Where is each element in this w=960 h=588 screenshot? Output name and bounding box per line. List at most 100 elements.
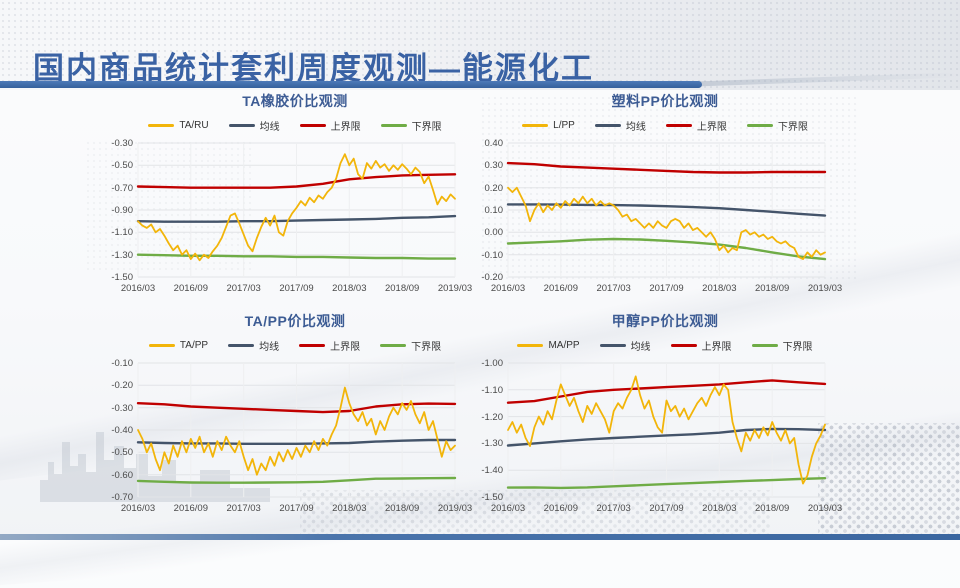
chart-title: TA橡胶价比观测 [242, 93, 348, 109]
legend-item: 上界限 [299, 118, 361, 133]
y-tick-label: -0.60 [111, 469, 133, 481]
series-line-TA/RU [137, 153, 456, 262]
legend-label: TA/RU [179, 120, 209, 131]
legend-swatch [380, 344, 407, 347]
y-tick-label: -0.40 [111, 425, 133, 436]
legend-item: TA/RU [148, 118, 209, 133]
legend-item: 上界限 [299, 338, 360, 353]
chart-legend: L/PP 均线 上界限 下界限 [455, 118, 875, 133]
y-tick-label: -0.90 [111, 205, 133, 216]
legend-swatch [517, 344, 544, 347]
x-tick-label: 2017/03 [226, 283, 261, 294]
series-line-下界限 [506, 237, 827, 261]
legend-label: 均线 [259, 122, 280, 133]
legend-label: 下界限 [411, 342, 442, 353]
y-tick-label: -1.50 [111, 272, 133, 283]
series-line-下界限 [136, 476, 457, 484]
y-tick-label: 0.00 [484, 227, 504, 239]
x-tick-label: 2016/03 [490, 283, 526, 294]
x-tick-label: 2017/03 [596, 283, 631, 294]
series-line-上界限 [506, 379, 827, 404]
x-tick-label: 2016/03 [490, 503, 526, 514]
chart-legend: TA/PP 均线 上界限 下界限 [85, 338, 505, 353]
x-tick-label: 2017/03 [596, 503, 631, 514]
chart-title: TA/PP价比观测 [244, 313, 346, 329]
chart-panel-ta-pp: TA/PP价比观测 TA/PP 均线 上界限 下界限 -0.10 -0.20 -0.30 -0… [85, 311, 505, 526]
y-tick-label: -0.70 [111, 182, 133, 194]
series-line-下界限 [136, 253, 457, 260]
y-tick-label: -0.70 [111, 492, 133, 503]
x-tick-label: 2017/09 [279, 503, 314, 514]
x-tick-label: 2017/09 [649, 283, 684, 294]
x-tick-label: 2018/09 [384, 503, 420, 514]
legend-label: 上界限 [330, 122, 361, 133]
chart-plot [136, 362, 457, 498]
legend-swatch [665, 124, 692, 127]
y-tick-label: 0.40 [484, 138, 504, 149]
x-tick-label: 2016/09 [543, 503, 578, 514]
legend-item: 上界限 [670, 338, 732, 353]
series-line-下界限 [506, 476, 827, 490]
series-line-MA/PP [507, 375, 826, 485]
x-tick-label: 2016/09 [173, 283, 208, 294]
x-tick-label: 2019/03 [437, 503, 473, 514]
chart-panel-methanol-pp: 甲醇PP价比观测 MA/PP 均线 上界限 下界限 -1.00 -1.10 -1.20 -1.… [455, 311, 875, 526]
legend-swatch [148, 124, 175, 127]
legend-label: 均线 [259, 342, 280, 353]
legend-item: L/PP [522, 118, 575, 133]
legend-label: MA/PP [548, 340, 580, 351]
chart-panel-ta-rubber: TA橡胶价比观测 TA/RU 均线 上界限 下界限 -0.30 -0.50 -0.70 -0.… [85, 91, 505, 306]
y-tick-label: -0.20 [111, 380, 133, 392]
y-tick-label: -0.30 [111, 138, 133, 149]
y-tick-label: -0.50 [111, 447, 133, 459]
legend-swatch [380, 124, 407, 127]
y-tick-label: -0.10 [481, 249, 503, 261]
legend-item: TA/PP [148, 338, 208, 353]
legend-item: 上界限 [665, 118, 727, 133]
legend-item: 下界限 [380, 118, 442, 133]
y-tick-label: -1.20 [481, 411, 503, 423]
legend-item: 均线 [599, 338, 651, 353]
y-tick-label: -1.10 [481, 384, 503, 396]
y-tick-label: 0.20 [484, 182, 504, 194]
chart-legend: TA/RU 均线 上界限 下界限 [85, 118, 505, 133]
series-line-均线 [136, 438, 457, 446]
legend-label: 上界限 [696, 122, 727, 133]
legend-swatch [746, 124, 773, 127]
x-tick-label: 2016/09 [543, 283, 578, 294]
legend-item: 下界限 [751, 338, 813, 353]
y-tick-label: -1.10 [111, 227, 133, 239]
skyline-silhouette [40, 432, 270, 502]
legend-label: 均线 [630, 342, 651, 353]
x-tick-label: 2018/03 [702, 503, 737, 514]
chart-title: 甲醇PP价比观测 [611, 313, 719, 329]
series-line-均线 [506, 427, 827, 447]
legend-swatch [594, 124, 621, 127]
bottom-accent-bar [0, 534, 960, 540]
y-tick-label: -1.30 [481, 438, 503, 450]
series-line-TA/PP [137, 386, 456, 476]
series-line-均线 [506, 203, 827, 217]
x-tick-label: 2018/03 [332, 503, 367, 514]
title-underline-bar [0, 81, 702, 88]
series-line-上界限 [506, 161, 827, 174]
y-tick-label: 0.30 [484, 160, 504, 172]
legend-label: 上界限 [701, 342, 732, 353]
series-line-上界限 [136, 173, 457, 189]
x-tick-label: 2016/03 [120, 283, 156, 294]
chart-title: 塑料PP价比观测 [611, 93, 719, 109]
series-line-L/PP [507, 186, 826, 260]
header-band [0, 0, 960, 90]
y-tick-label: -0.10 [111, 358, 133, 369]
legend-swatch [751, 344, 778, 347]
legend-item: 均线 [594, 118, 646, 133]
chart-legend: MA/PP 均线 上界限 下界限 [455, 338, 875, 353]
page-title: 国内商品统计套利周度观测—能源化工 [33, 50, 594, 86]
header-dot-texture [0, 0, 960, 90]
y-tick-label: -0.50 [111, 160, 133, 172]
chart-plot [506, 362, 827, 498]
x-tick-label: 2017/09 [649, 503, 684, 514]
legend-swatch [599, 344, 626, 347]
x-tick-label: 2018/03 [332, 283, 367, 294]
legend-swatch [148, 344, 175, 347]
